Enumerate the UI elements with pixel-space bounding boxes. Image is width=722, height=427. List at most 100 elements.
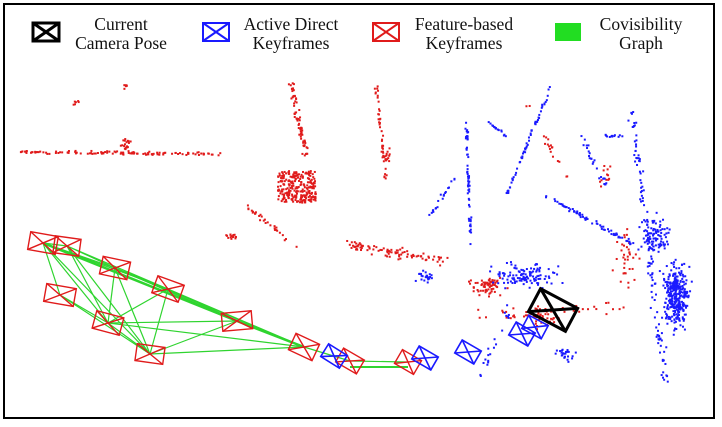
map-point [650, 227, 653, 230]
map-point [623, 262, 626, 265]
map-point [423, 279, 426, 282]
map-point [427, 278, 430, 281]
map-point [286, 191, 289, 194]
map-point [656, 230, 659, 233]
map-point [301, 190, 304, 193]
map-point [401, 246, 404, 249]
map-point [605, 178, 608, 181]
map-point [639, 172, 642, 175]
map-point [294, 187, 297, 190]
map-point [583, 217, 586, 220]
map-point [375, 246, 378, 249]
map-point [670, 292, 673, 295]
map-point [147, 151, 150, 154]
map-point [611, 134, 614, 137]
map-point [512, 307, 515, 310]
map-point [482, 361, 485, 364]
map-point [313, 177, 316, 180]
map-point [522, 269, 525, 272]
map-point [308, 174, 311, 177]
map-point [367, 245, 370, 248]
map-point [232, 234, 235, 237]
map-point [552, 317, 555, 320]
map-point [259, 213, 262, 216]
map-point [605, 182, 608, 185]
map-point [611, 269, 614, 272]
map-point [658, 351, 661, 354]
map-point [669, 300, 672, 303]
map-point [668, 273, 671, 276]
map-point [647, 236, 650, 239]
map-point [623, 253, 626, 256]
map-point [466, 164, 469, 167]
map-point [296, 119, 299, 122]
map-point [520, 274, 523, 277]
map-point [368, 246, 371, 249]
map-point [663, 228, 666, 231]
map-point [379, 126, 382, 129]
map-point [556, 273, 559, 276]
map-point [437, 199, 440, 202]
map-point [465, 121, 468, 124]
map-point [627, 286, 630, 289]
map-point [288, 189, 291, 192]
map-point [554, 352, 557, 355]
map-point [646, 239, 649, 242]
map-point [683, 293, 686, 296]
map-point [648, 232, 651, 235]
map-point [677, 292, 680, 295]
map-point [671, 284, 674, 287]
map-point [602, 228, 605, 231]
map-point [670, 262, 673, 265]
map-point [479, 289, 482, 292]
map-point [672, 274, 675, 277]
map-point [289, 189, 292, 192]
map-point [516, 167, 519, 170]
map-point [86, 152, 89, 155]
map-point [291, 82, 294, 85]
map-point [286, 194, 289, 197]
map-point [308, 177, 311, 180]
map-point [293, 104, 296, 107]
map-point [493, 279, 496, 282]
map-point [673, 329, 676, 332]
map-point [660, 237, 663, 240]
map-point [529, 274, 532, 277]
map-point [652, 233, 655, 236]
map-point [386, 250, 389, 253]
map-point [634, 253, 637, 256]
map-point [465, 130, 468, 133]
map-point [669, 285, 672, 288]
map-point [619, 280, 622, 283]
map-point [122, 139, 125, 142]
map-point [625, 246, 628, 249]
map-point [586, 147, 589, 150]
map-point [124, 138, 127, 141]
map-point [612, 233, 615, 236]
map-point [528, 286, 531, 289]
map-point [525, 278, 528, 281]
map-point [171, 152, 174, 155]
keyframe-glyph [220, 309, 254, 333]
map-point [506, 278, 509, 281]
map-point [299, 135, 302, 138]
map-point [467, 156, 470, 159]
map-point [298, 179, 301, 182]
map-point [538, 117, 541, 120]
map-point [360, 244, 363, 247]
map-point [468, 205, 471, 208]
map-point [506, 304, 509, 307]
map-point [646, 230, 649, 233]
map-point [564, 352, 567, 355]
map-point [300, 137, 303, 140]
map-point [679, 285, 682, 288]
map-point [667, 275, 670, 278]
map-point [302, 140, 305, 143]
graph-edge [66, 245, 151, 355]
map-point [625, 233, 628, 236]
map-point [647, 248, 650, 251]
map-point [123, 87, 126, 90]
map-point [566, 358, 569, 361]
keyframe-glyph [526, 286, 580, 334]
map-point [296, 174, 299, 177]
